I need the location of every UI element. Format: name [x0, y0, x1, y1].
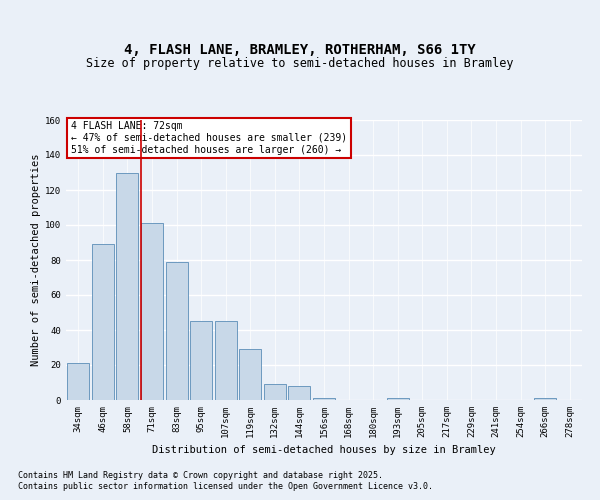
- Bar: [264, 384, 286, 400]
- Text: Size of property relative to semi-detached houses in Bramley: Size of property relative to semi-detach…: [86, 57, 514, 70]
- Bar: [239, 349, 262, 400]
- Text: Contains HM Land Registry data © Crown copyright and database right 2025.: Contains HM Land Registry data © Crown c…: [18, 471, 383, 480]
- Y-axis label: Number of semi-detached properties: Number of semi-detached properties: [31, 154, 41, 366]
- Text: Contains public sector information licensed under the Open Government Licence v3: Contains public sector information licen…: [18, 482, 433, 491]
- Bar: [92, 244, 114, 400]
- Bar: [141, 223, 163, 400]
- X-axis label: Distribution of semi-detached houses by size in Bramley: Distribution of semi-detached houses by …: [152, 446, 496, 456]
- Text: 4 FLASH LANE: 72sqm
← 47% of semi-detached houses are smaller (239)
51% of semi-: 4 FLASH LANE: 72sqm ← 47% of semi-detach…: [71, 122, 347, 154]
- Bar: [534, 398, 556, 400]
- Bar: [67, 363, 89, 400]
- Bar: [116, 172, 139, 400]
- Bar: [166, 262, 188, 400]
- Bar: [190, 322, 212, 400]
- Text: 4, FLASH LANE, BRAMLEY, ROTHERHAM, S66 1TY: 4, FLASH LANE, BRAMLEY, ROTHERHAM, S66 1…: [124, 44, 476, 58]
- Bar: [215, 322, 237, 400]
- Bar: [313, 398, 335, 400]
- Bar: [289, 386, 310, 400]
- Bar: [386, 398, 409, 400]
